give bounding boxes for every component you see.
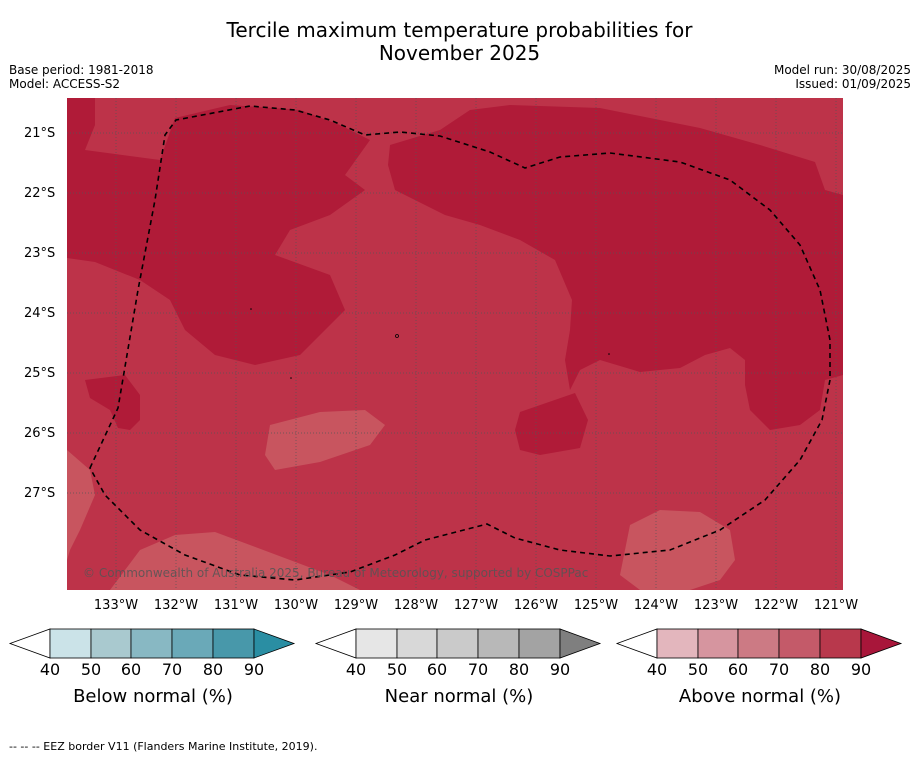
- lon-label: 130°W: [273, 598, 319, 613]
- colorbar-tick: 40: [345, 660, 367, 679]
- colorbar-above-seg: [819, 628, 862, 659]
- colorbar-below-max-arrow: [253, 628, 296, 659]
- lon-label: 132°W: [153, 598, 199, 613]
- meta-right: Model run: 30/08/2025 Issued: 01/09/2025: [774, 63, 911, 91]
- lon-label: 127°W: [453, 598, 499, 613]
- lon-label: 121°W: [813, 598, 859, 613]
- issued-date: Issued: 01/09/2025: [795, 77, 911, 91]
- region-60-70-center: [265, 410, 385, 470]
- meta-left: Base period: 1981-2018 Model: ACCESS-S2: [9, 63, 154, 91]
- colorbar-near-seg: [518, 628, 561, 659]
- lon-label: 131°W: [213, 598, 259, 613]
- lat-label: 21°S: [24, 126, 56, 141]
- colorbar-near-seg: [355, 628, 398, 659]
- model-run: Model run: 30/08/2025: [773, 63, 911, 77]
- eez-footnote: -- -- -- EEZ border V11 (Flanders Marine…: [9, 740, 318, 753]
- colorbar-below-seg: [49, 628, 92, 659]
- colorbar-tick: 70: [467, 660, 489, 679]
- region-80-90-northwest: [67, 98, 370, 365]
- colorbar-above-seg: [737, 628, 780, 659]
- colorbar-above-max-arrow: [860, 628, 903, 659]
- colorbar-below-seg: [212, 628, 255, 659]
- colorbar-above-seg: [656, 628, 699, 659]
- colorbar-tick: 70: [768, 660, 790, 679]
- colorbar-near-seg: [396, 628, 438, 659]
- lon-label: 126°W: [513, 598, 559, 613]
- copyright-notice: © Commonwealth of Australia 2025, Bureau…: [83, 566, 589, 580]
- title-line-2: November 2025: [378, 41, 541, 65]
- colorbar-tick: 70: [161, 660, 183, 679]
- graticule: [67, 98, 843, 590]
- colorbar-near: [314, 628, 602, 659]
- eez-border: [89, 105, 831, 581]
- lat-label: 23°S: [24, 246, 56, 261]
- colorbar-tick: 80: [809, 660, 831, 679]
- region-60-70-southwest: [67, 450, 95, 560]
- lat-label: 22°S: [24, 186, 56, 201]
- lon-label: 125°W: [573, 598, 619, 613]
- lon-label: 133°W: [93, 598, 139, 613]
- region-80-90-westpatch: [85, 375, 140, 430]
- island-marker: [395, 334, 399, 338]
- colorbar-tick: 90: [243, 660, 265, 679]
- region-60-70-south: [110, 532, 360, 590]
- colorbar-tick: 90: [850, 660, 872, 679]
- region-60-70-southeast: [620, 510, 735, 590]
- island-marker: [290, 377, 292, 379]
- lat-label: 24°S: [24, 306, 56, 321]
- lon-label: 128°W: [393, 598, 439, 613]
- colorbar-above: [615, 628, 903, 659]
- colorbar-tick: 80: [508, 660, 530, 679]
- region-80-90-centralpatch: [515, 393, 588, 455]
- title-line-1: Tercile maximum temperature probabilitie…: [226, 18, 693, 42]
- colorbar-below-min-arrow: [8, 628, 51, 659]
- colorbar-below-seg: [171, 628, 214, 659]
- colorbar-below-label: Below normal (%): [73, 686, 233, 707]
- colorbar-above-seg: [697, 628, 739, 659]
- colorbar-near-seg: [477, 628, 520, 659]
- base-period: Base period: 1981-2018: [9, 63, 154, 77]
- lon-label: 122°W: [753, 598, 799, 613]
- colorbar-below-seg: [90, 628, 132, 659]
- colorbar-below: [8, 628, 296, 659]
- colorbar-tick: 90: [549, 660, 571, 679]
- island-marker: [250, 308, 252, 310]
- region-80-90-east: [388, 105, 843, 430]
- colorbar-tick: 40: [39, 660, 61, 679]
- colorbar-near-max-arrow: [559, 628, 602, 659]
- colorbar-near-min-arrow: [314, 628, 357, 659]
- colorbar-near-label: Near normal (%): [384, 686, 534, 707]
- colorbar-near-seg: [436, 628, 479, 659]
- colorbar-tick: 50: [386, 660, 408, 679]
- colorbar-above-seg: [778, 628, 821, 659]
- colorbar-tick: 50: [687, 660, 709, 679]
- lon-label: 124°W: [633, 598, 679, 613]
- colorbar-above-label: Above normal (%): [678, 686, 842, 707]
- colorbar-tick: 80: [202, 660, 224, 679]
- model-name: Model: ACCESS-S2: [9, 77, 121, 91]
- colorbar-tick: 60: [120, 660, 142, 679]
- lon-label: 123°W: [693, 598, 739, 613]
- colorbar-tick: 60: [727, 660, 749, 679]
- island-marker: [608, 353, 610, 355]
- lon-label: 129°W: [333, 598, 379, 613]
- colorbar-tick: 50: [80, 660, 102, 679]
- colorbar-below-seg: [130, 628, 173, 659]
- lat-label: 26°S: [24, 426, 56, 441]
- colorbar-tick: 40: [646, 660, 668, 679]
- lat-label: 27°S: [24, 486, 56, 501]
- colorbar-above-min-arrow: [615, 628, 658, 659]
- colorbar-tick: 60: [426, 660, 448, 679]
- lat-label: 25°S: [24, 366, 56, 381]
- chart-title: Tercile maximum temperature probabilitie…: [0, 19, 919, 65]
